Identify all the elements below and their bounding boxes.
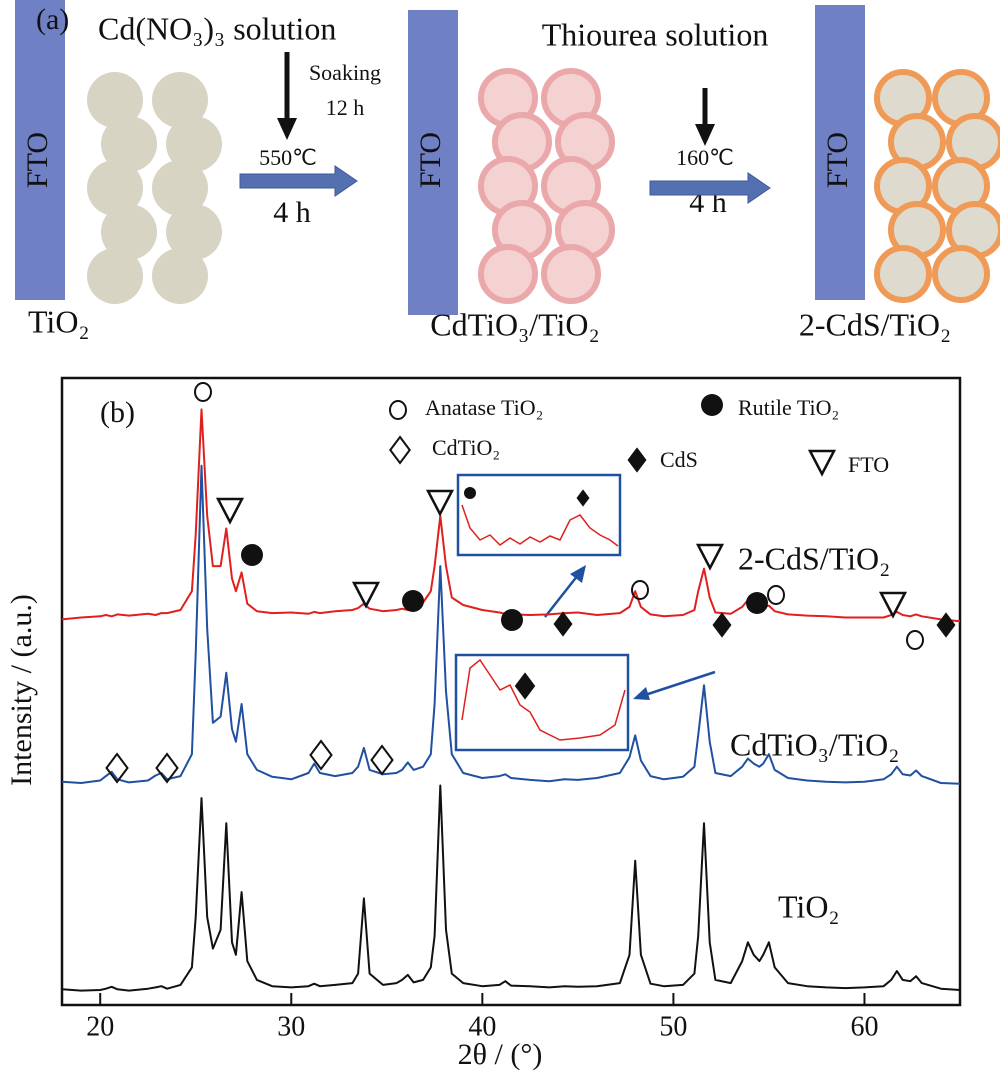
plot-frame [60,376,962,1007]
fto-marker [878,591,908,619]
cds-marker [576,489,590,507]
cdtio-marker [370,744,394,776]
process-arrow [239,165,358,197]
panel-label: (a) [36,3,69,36]
fto-marker [351,581,381,609]
particle [152,72,208,128]
particle [101,204,157,260]
time-label: 4 h [273,196,311,229]
particle [152,248,208,304]
fto-bar [815,5,865,300]
rutile-marker [241,544,263,566]
particle [932,245,990,303]
arrow-head [633,687,650,700]
rutile-marker [701,394,723,416]
process-arrow [649,172,771,204]
inset-trace [461,658,626,741]
particle [541,244,601,304]
fto-bar [15,0,65,300]
anatase-marker [631,580,649,600]
solution-label: Thiourea solution [542,16,769,52]
inset-trace [461,504,619,547]
fto-marker [425,489,455,517]
fto-marker [215,497,245,525]
inset-box [454,653,630,752]
particle [152,160,208,216]
panel-label: (b) [100,396,135,429]
temperature-label: 160℃ [676,145,734,170]
fto-bar [408,10,458,315]
particle [101,116,157,172]
legend-text: CdS [660,447,698,472]
plot-area: 20 30 40 50 60 2-CdS/TiO₂ CdTiO₃/TiO₂ TiO₂ [61,408,961,1042]
series-line [61,784,961,992]
temperature-label: 550℃ [259,145,317,170]
anatase-marker [194,382,212,402]
series-label: 2-CdS/TiO₂ [738,540,890,576]
cdtio-marker [105,752,129,784]
cds-marker [514,672,536,700]
particle [87,248,143,304]
y-axis-label: Intensity / (a.u.) [5,594,38,786]
x-tick-label: 60 [850,1011,878,1042]
cdtio-marker [389,435,411,465]
x-tick-label: 20 [86,1011,114,1042]
anatase-marker [389,400,407,420]
inset-arrow [544,574,579,618]
x-tick-label: 50 [659,1011,687,1042]
stage-label: 2-CdS/TiO₂ [799,306,951,342]
inset-box [456,473,622,557]
rutile-marker [464,487,476,499]
solution-label: Cd(NO₃)₃ solution [98,10,336,46]
series-line [61,408,961,623]
particle [87,72,143,128]
legend-text: Rutile TiO₂ [738,395,839,420]
cds-marker [712,612,732,638]
cds-marker [627,447,647,473]
anatase-marker [767,585,785,605]
arrow-head [570,565,586,583]
series-label: TiO₂ [778,888,840,924]
x-axis-label: 2θ / (°) [458,1038,543,1071]
series-label: CdTiO₃/TiO₂ [730,726,899,762]
inset-arrow [644,670,716,697]
stage-label: TiO₂ [28,303,90,339]
fto-label: FTO [821,132,854,188]
particle [166,204,222,260]
rutile-marker [402,590,424,612]
cds-marker [553,611,573,637]
soak-time: 12 h [326,95,365,120]
legend-text: Anatase TiO₂ [425,395,543,420]
fto-label: FTO [414,132,447,188]
particle [87,160,143,216]
legend-text: FTO [848,452,889,477]
x-tick-label: 30 [277,1011,305,1042]
legend-text: CdTiO₂ [432,435,500,460]
stage-label: CdTiO₃/TiO₂ [430,306,599,342]
rutile-marker [746,592,768,614]
peak-markers [105,382,956,784]
anatase-marker [906,630,924,650]
arrow-head [695,124,715,146]
cds-marker [936,612,956,638]
x-tick-label: 40 [468,1011,496,1042]
fto-marker [807,449,837,477]
particle [478,244,538,304]
series-line [61,464,961,785]
fto-label: FTO [21,132,54,188]
schematic: FTO FTO FTO (a) Cd(NO₃)₃ solution Soakin… [15,0,1000,342]
rutile-marker [501,609,523,631]
particle [166,116,222,172]
cdtio-marker [155,752,179,784]
cdtio-marker [309,739,333,771]
particle [874,245,932,303]
soak-label: Soaking [309,60,381,85]
arrow-head [277,118,297,140]
fto-marker [695,543,725,571]
